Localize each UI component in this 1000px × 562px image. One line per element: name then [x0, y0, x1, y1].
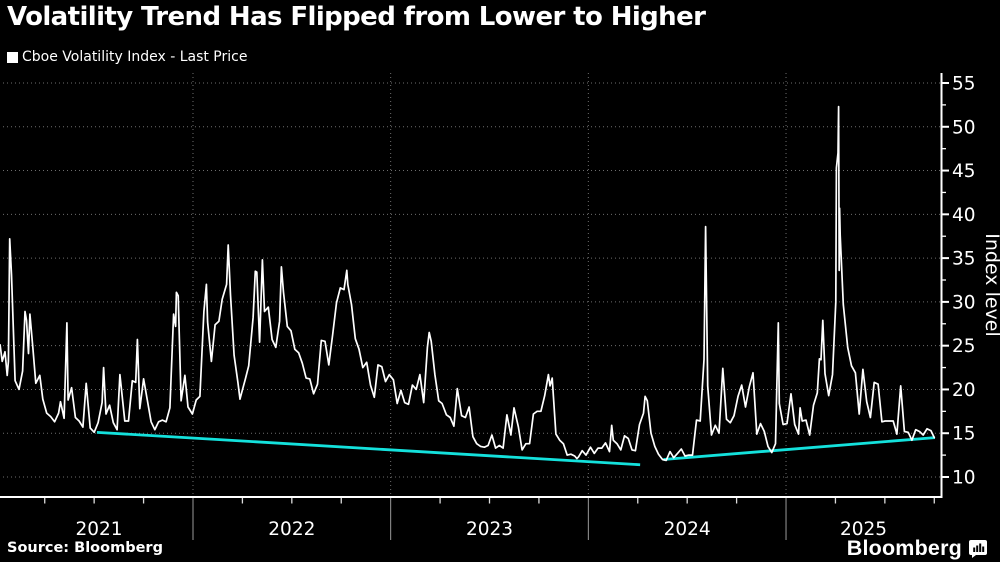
legend-swatch-icon	[7, 51, 18, 63]
axes	[0, 73, 943, 498]
legend-label: Cboe Volatility Index - Last Price	[22, 49, 248, 65]
y-tick-label: 45	[952, 161, 976, 182]
y-tick-label: 55	[952, 74, 976, 95]
y-tick-label: 35	[952, 249, 976, 270]
trendline-higher-lows-uptrend	[663, 436, 935, 461]
y-tick-label: 15	[952, 424, 976, 445]
bloomberg-terminal-icon	[969, 540, 987, 558]
x-axis-ticks: 2021 2022 2023 2024 2025	[44, 498, 935, 540]
legend: Cboe Volatility Index - Last Price	[7, 49, 247, 65]
vix-series-line	[0, 105, 936, 462]
y-tick-label: 20	[952, 380, 976, 401]
y-tick-label: 10	[952, 468, 976, 489]
y-tick-label: 25	[952, 336, 976, 357]
y-tick-label: 50	[952, 117, 976, 138]
bloomberg-logo: Bloomberg	[847, 536, 988, 561]
y-tick-label: 30	[952, 292, 976, 313]
x-year-label: 2023	[466, 519, 513, 540]
gridlines	[3, 73, 941, 540]
bloomberg-wordmark: Bloomberg	[846, 536, 962, 560]
x-year-label: 2024	[664, 519, 711, 540]
trendlines	[96, 430, 935, 467]
x-year-label: 2022	[268, 519, 315, 540]
y-axis-title: Index level	[981, 233, 1000, 337]
y-axis-ticks: 10 15 20 25 30 35 40 45 50 55 Index level	[941, 74, 1000, 489]
x-year-label: 2021	[75, 519, 122, 540]
y-tick-label: 40	[952, 205, 976, 226]
source-credit: Source: Bloomberg	[7, 540, 163, 556]
x-year-label: 2025	[840, 519, 887, 540]
chart-title: Volatility Trend Has Flipped from Lower …	[7, 2, 706, 32]
trendline-lower-highs-downtrend	[96, 430, 641, 467]
